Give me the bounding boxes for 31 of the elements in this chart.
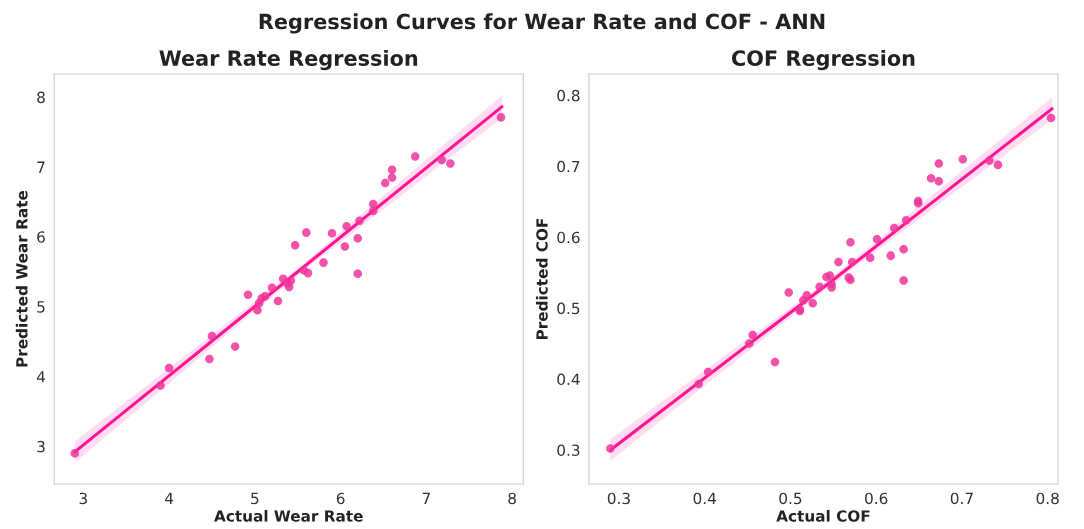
chart-title: Wear Rate Regression: [159, 49, 418, 71]
y-tick-label: 3: [37, 440, 45, 453]
x-tick-label: 5: [251, 492, 259, 505]
y-tick-label: 0.5: [557, 302, 580, 315]
x-tick-label: 0.4: [693, 492, 716, 505]
y-tick-label: 7: [37, 161, 45, 173]
y-tick-label: 0.8: [557, 89, 580, 102]
y-axis-title: Predicted COF: [535, 218, 548, 340]
y-tick-label: 0.4: [557, 373, 580, 386]
chart-title: COF Regression: [731, 49, 915, 71]
y-tick-label: 0.3: [557, 444, 580, 457]
y-tick-label: 8: [37, 91, 45, 104]
x-tick-label: 6: [336, 492, 345, 505]
x-tick-label: 0.6: [865, 492, 888, 505]
y-tick-label: 6: [37, 231, 45, 243]
x-tick-label: 4: [164, 492, 174, 504]
y-tick-label: 0.6: [557, 231, 580, 244]
y-tick-label: 5: [37, 301, 45, 313]
text: Regression Curves for Wear Rate and COF - ANN: [259, 13, 825, 34]
y-tick-label: 4: [36, 371, 46, 383]
x-tick-label: 3: [79, 492, 87, 505]
x-tick-label: 0.7: [950, 492, 973, 505]
x-axis-title: Actual Wear Rate: [214, 509, 363, 522]
x-axis-title: Actual COF: [776, 509, 870, 522]
y-tick-label: 0.7: [557, 160, 580, 173]
x-tick-label: 8: [508, 492, 516, 505]
x-tick-label: 0.5: [779, 492, 802, 505]
x-tick-label: 7: [422, 492, 430, 504]
x-tick-label: 0.8: [1036, 492, 1059, 505]
y-axis-title: Predicted Wear Rate: [15, 190, 28, 367]
x-tick-label: 0.3: [607, 492, 630, 505]
